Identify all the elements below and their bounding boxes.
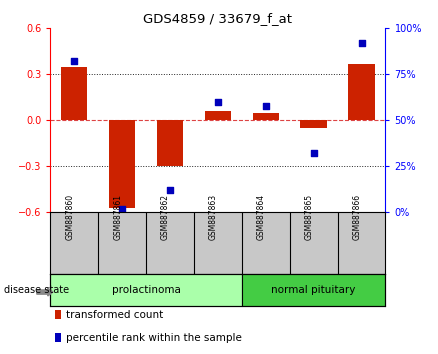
Point — [71, 59, 78, 64]
Text: GSM887860: GSM887860 — [65, 194, 74, 240]
Point — [358, 40, 365, 46]
Bar — [300, 120, 327, 128]
Bar — [109, 120, 135, 208]
Point — [262, 103, 269, 108]
Text: disease state: disease state — [4, 285, 70, 295]
Text: GDS4859 / 33679_f_at: GDS4859 / 33679_f_at — [143, 12, 293, 25]
Point — [310, 151, 317, 156]
Bar — [348, 64, 374, 120]
Bar — [61, 67, 88, 120]
Text: transformed count: transformed count — [66, 310, 163, 320]
Point — [166, 188, 173, 193]
Text: GSM887866: GSM887866 — [353, 194, 361, 240]
Bar — [242, 274, 385, 306]
Text: GSM887865: GSM887865 — [305, 194, 314, 240]
Text: percentile rank within the sample: percentile rank within the sample — [66, 333, 242, 343]
Bar — [50, 274, 242, 306]
Text: normal pituitary: normal pituitary — [272, 285, 356, 295]
Text: GSM887863: GSM887863 — [209, 194, 218, 240]
Bar — [205, 111, 231, 120]
Point — [119, 206, 126, 212]
Text: GSM887862: GSM887862 — [161, 194, 170, 240]
Point — [214, 99, 221, 105]
Bar — [253, 113, 279, 120]
Bar — [157, 120, 183, 166]
Text: GSM887864: GSM887864 — [257, 194, 266, 240]
Text: prolactinoma: prolactinoma — [112, 285, 180, 295]
Text: GSM887861: GSM887861 — [113, 194, 122, 240]
